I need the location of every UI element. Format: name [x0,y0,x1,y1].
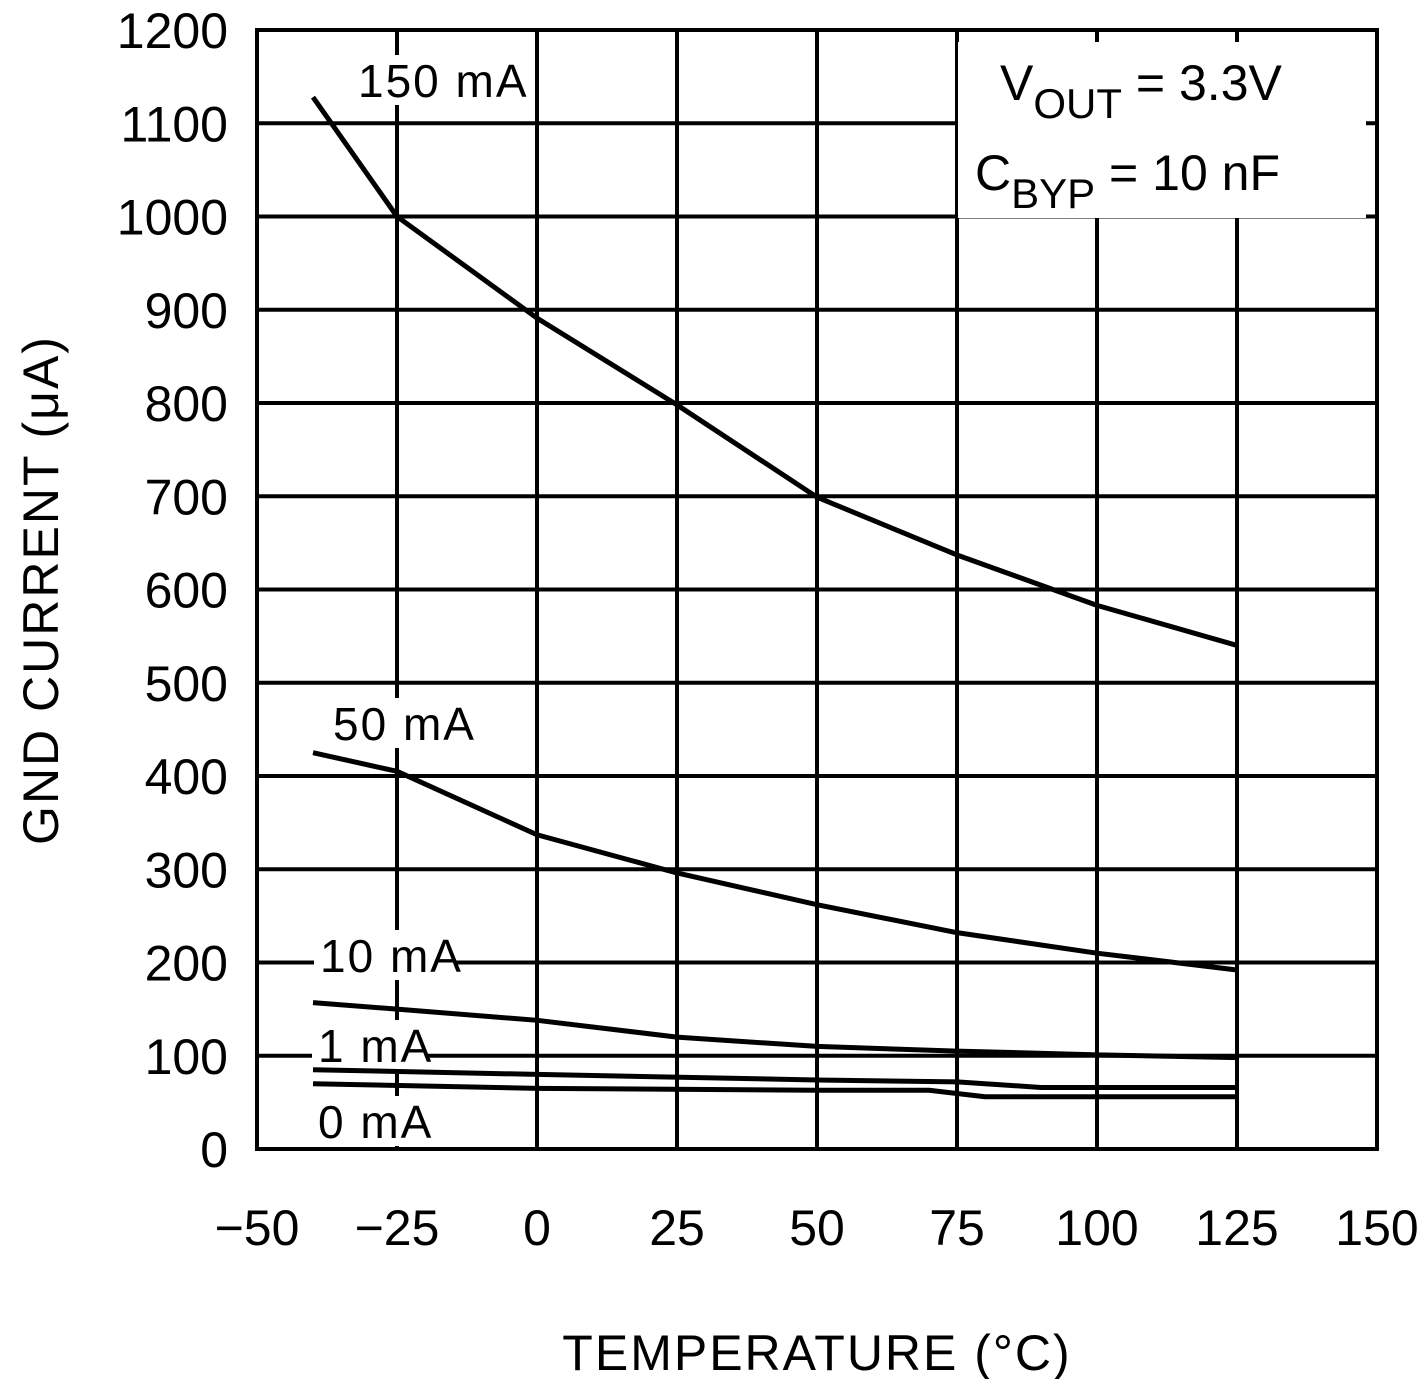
x-tick-label: 100 [1055,1200,1138,1256]
series-line-10ma [312,1000,1238,1061]
y-axis-label: GND CURRENT (μA) [13,335,69,845]
series-lines [310,95,1238,1100]
x-axis-label: TEMPERATURE (°C) [562,1325,1071,1379]
x-tick-label: 25 [649,1200,705,1256]
y-tick-label: 1200 [117,3,228,59]
x-tick-label: 125 [1195,1200,1278,1256]
cbyp-subscript: BYP [1011,170,1095,217]
series-line-0ma [312,1081,1237,1100]
svg-text:VOUT = 3.3V: VOUT = 3.3V [1000,55,1283,127]
series-label: 10 mA [320,930,463,982]
series-label: 50 mA [333,698,476,750]
y-tick-label: 800 [145,376,228,432]
series-label: 0 mA [318,1096,433,1148]
series-label: 150 mA [358,55,529,107]
x-tick-label: 50 [789,1200,845,1256]
x-tick-label: 0 [523,1200,551,1256]
y-tick-label: 200 [145,936,228,992]
y-tick-label: 900 [145,283,228,339]
y-tick-label: 1000 [117,190,228,246]
y-tick-label: 1100 [120,96,228,152]
y-tick-label: 100 [145,1029,228,1085]
series-line-50ma [312,750,1238,973]
y-tick-label: 600 [145,563,228,619]
y-tick-label: 500 [145,656,228,712]
y-tick-label: 700 [145,469,228,525]
series-label: 1 mA [318,1020,433,1072]
cbyp-symbol: C [975,145,1011,201]
y-tick-label: 300 [145,842,228,898]
x-tick-label: −25 [355,1200,440,1256]
plot-frame [255,28,1379,1151]
y-tick-label: 0 [200,1122,228,1178]
cbyp-value: = 10 nF [1095,145,1280,201]
vout-subscript: OUT [1033,80,1122,127]
vout-symbol: V [1000,55,1034,111]
x-tick-label: −50 [215,1200,300,1256]
x-tick-label: 150 [1335,1200,1418,1256]
series-line-150ma [310,95,1238,648]
vout-value: = 3.3V [1122,55,1282,111]
x-tick-label: 75 [929,1200,985,1256]
tick-labels: −50 −25 0 25 50 75 100 125 150 0 100 200 300 400 500 60… [117,3,1419,1256]
series-line-1ma [312,1067,1237,1090]
svg-text:CBYP = 10 nF: CBYP = 10 nF [975,145,1280,217]
annotation-box: VOUT = 3.3V CBYP = 10 nF [958,42,1366,218]
y-tick-label: 400 [145,749,228,805]
